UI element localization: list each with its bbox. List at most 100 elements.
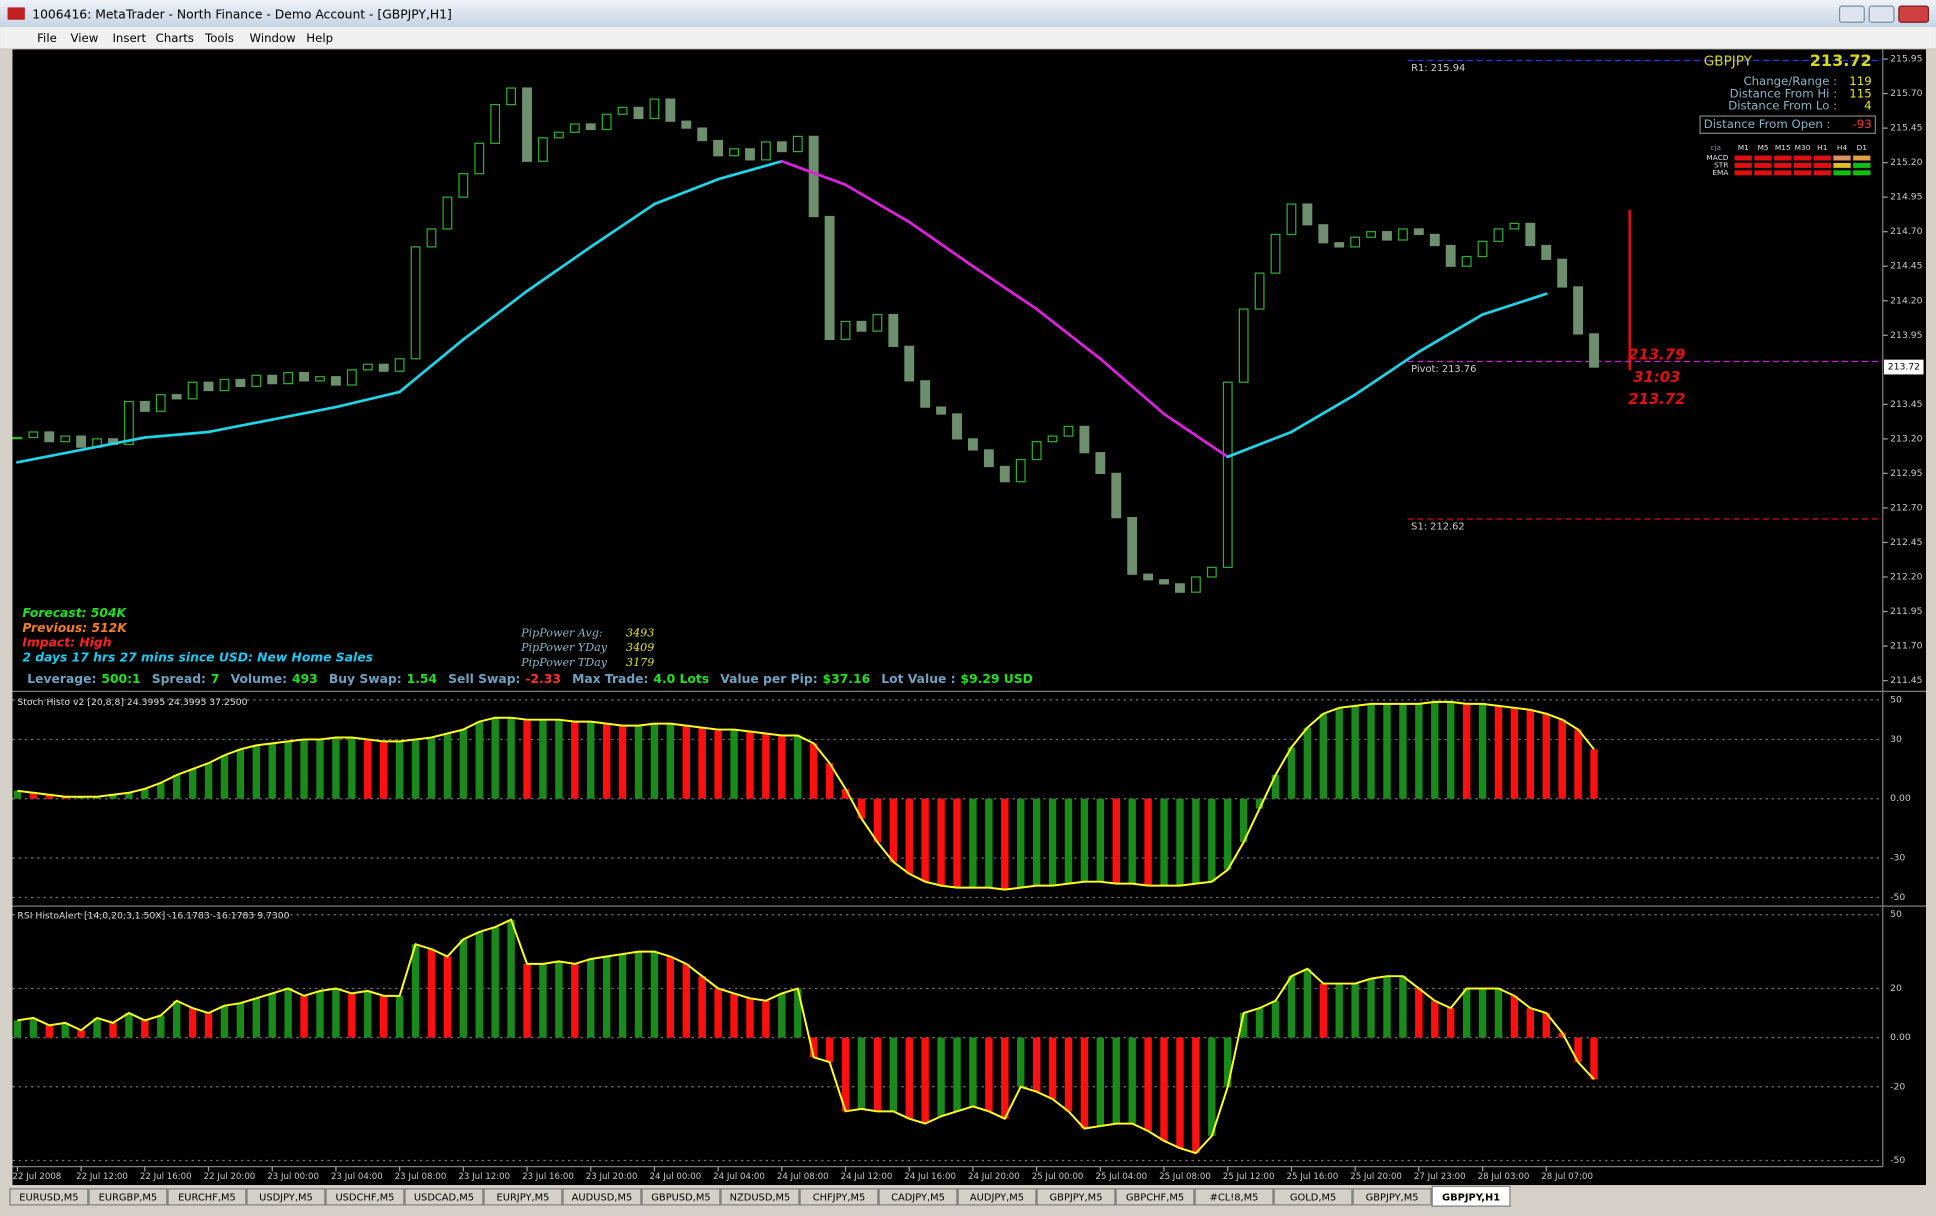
- histogram-bar: [332, 737, 340, 799]
- tab[interactable]: [1352, 1188, 1432, 1206]
- candle: [283, 371, 294, 385]
- app-icon: [7, 7, 25, 20]
- y-tick-label: 30: [1890, 734, 1902, 745]
- y-tick-label: 0.00: [1890, 1032, 1911, 1043]
- histogram-bar: [1176, 1037, 1184, 1149]
- tab[interactable]: [799, 1188, 879, 1206]
- tab[interactable]: [88, 1188, 168, 1206]
- moving-average: [270, 405, 338, 421]
- histogram-bar: [714, 988, 722, 1038]
- histogram-bar: [1510, 995, 1519, 1038]
- tab-label[interactable]: EURUSD,M5: [19, 1192, 78, 1203]
- moving-average: [589, 202, 656, 249]
- histogram-bar: [1017, 1037, 1025, 1087]
- level-label: S1: 212.62: [1411, 521, 1465, 532]
- menu-item[interactable]: Help: [306, 31, 333, 45]
- histogram-bar: [1351, 983, 1359, 1038]
- histogram-bar: [395, 995, 404, 1038]
- tab-label[interactable]: USDCAD,M5: [414, 1192, 474, 1203]
- tab[interactable]: [1431, 1185, 1511, 1207]
- histogram-bar: [1590, 749, 1598, 799]
- tab-label[interactable]: AUDUSD,M5: [572, 1192, 633, 1203]
- tab-label[interactable]: EURCHF,M5: [178, 1192, 236, 1203]
- histogram-bar: [794, 988, 802, 1038]
- histogram-bar: [1415, 703, 1423, 799]
- info-label: Distance From Hi :: [1730, 86, 1837, 100]
- candle: [1238, 308, 1249, 383]
- histogram-bar: [1001, 798, 1009, 890]
- minimize-button[interactable]: [1838, 5, 1865, 23]
- histogram-bar: [1462, 988, 1471, 1038]
- tab-label[interactable]: CHFJPY,M5: [813, 1192, 866, 1203]
- histogram-bar: [539, 719, 547, 799]
- tab-label[interactable]: USDJPY,M5: [259, 1192, 313, 1203]
- x-tick-label: 23 Jul 00:00: [267, 1172, 319, 1182]
- tab-label[interactable]: EURGBP,M5: [99, 1192, 158, 1203]
- moving-average: [907, 220, 975, 268]
- histogram-bar: [109, 1022, 117, 1038]
- tab[interactable]: [404, 1188, 484, 1206]
- tab[interactable]: [167, 1188, 247, 1206]
- histogram-bar: [1590, 1037, 1598, 1080]
- y-tick-label: -20: [1890, 1081, 1905, 1092]
- candle: [649, 98, 660, 120]
- status-value: $9.29 USD: [960, 671, 1032, 685]
- candle: [123, 400, 134, 446]
- histogram-bar: [1383, 703, 1391, 799]
- menu-item[interactable]: Charts: [156, 31, 194, 45]
- tab[interactable]: [957, 1188, 1037, 1206]
- menu-item[interactable]: View: [71, 31, 99, 45]
- tab-label[interactable]: GBPCHF,M5: [1126, 1192, 1184, 1203]
- tab[interactable]: [325, 1188, 405, 1206]
- menu-item[interactable]: File: [37, 31, 57, 45]
- histogram-bar: [889, 1037, 898, 1112]
- tab-label[interactable]: GOLD,M5: [1290, 1192, 1336, 1203]
- signal-cell: [1774, 155, 1792, 161]
- menu-item[interactable]: Window: [250, 31, 297, 45]
- tab[interactable]: [1273, 1188, 1353, 1206]
- maximize-button[interactable]: [1868, 5, 1895, 23]
- tab[interactable]: [483, 1188, 563, 1206]
- tab-label[interactable]: NZDUSD,M5: [730, 1192, 791, 1203]
- candle: [442, 196, 453, 230]
- y-tick-label: 0.00: [1890, 793, 1911, 804]
- candle: [1541, 244, 1552, 260]
- tab-label[interactable]: CADJPY,M5: [891, 1192, 945, 1203]
- histogram-bar: [634, 725, 643, 799]
- tab-label[interactable]: #CL!8,M5: [1210, 1192, 1259, 1203]
- tab[interactable]: [641, 1188, 721, 1206]
- histogram-bar: [650, 951, 659, 1038]
- tab-label[interactable]: AUDJPY,M5: [970, 1192, 1024, 1203]
- tab-label[interactable]: GBPUSD,M5: [651, 1192, 710, 1203]
- histogram-bar: [602, 723, 611, 799]
- candle: [553, 131, 564, 139]
- menu-item[interactable]: Insert: [112, 31, 146, 45]
- histogram-bar: [698, 976, 706, 1038]
- candle: [1525, 222, 1536, 247]
- menu-item[interactable]: Tools: [204, 31, 234, 45]
- tab-label[interactable]: USDCHF,M5: [335, 1192, 394, 1203]
- close-button[interactable]: [1898, 5, 1930, 23]
- tab[interactable]: [878, 1188, 958, 1206]
- candle: [872, 313, 883, 332]
- histogram-bar: [1367, 703, 1375, 799]
- tab[interactable]: [9, 1188, 89, 1206]
- candle: [171, 394, 182, 400]
- histogram-bar: [873, 1037, 882, 1112]
- candle: [299, 371, 310, 382]
- tab[interactable]: [246, 1188, 326, 1206]
- tab[interactable]: [1194, 1188, 1274, 1206]
- info-label: Distance From Open :: [1704, 117, 1831, 131]
- histogram-bar: [969, 798, 977, 888]
- moving-average: [971, 264, 1038, 311]
- tab-label[interactable]: GBPJPY,M5: [1050, 1192, 1103, 1203]
- tab-label[interactable]: GBPJPY,H1: [1442, 1192, 1500, 1203]
- tab[interactable]: [1036, 1188, 1116, 1206]
- tab-label[interactable]: GBPJPY,M5: [1366, 1192, 1419, 1203]
- tab[interactable]: [720, 1188, 800, 1206]
- x-tick-label: 27 Jul 23:00: [1414, 1172, 1466, 1182]
- tab[interactable]: [562, 1188, 642, 1206]
- tab[interactable]: [1115, 1188, 1195, 1206]
- tab-label[interactable]: EURJPY,M5: [497, 1192, 550, 1203]
- candle: [1509, 222, 1520, 230]
